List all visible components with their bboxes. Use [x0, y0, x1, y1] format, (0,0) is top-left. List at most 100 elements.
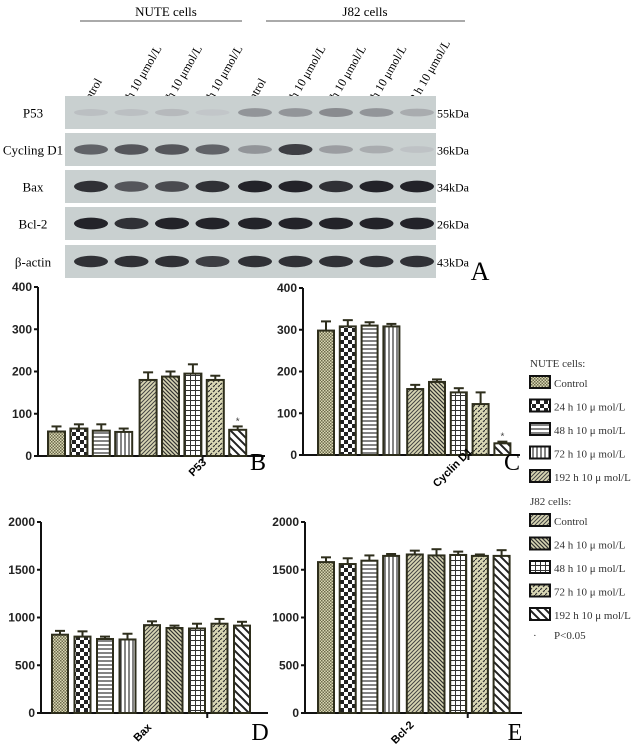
panel-label: E	[508, 720, 523, 746]
nute-cells-header: NUTE cells	[135, 4, 197, 19]
bar	[406, 388, 425, 456]
legend-swatch	[529, 560, 551, 574]
legend: NUTE cells: Control 24 h 10 μ mol/L 48 h 10…	[529, 358, 631, 642]
molecular-weight-label: 26kDa	[437, 218, 470, 232]
bar	[338, 325, 357, 456]
blot-band	[74, 109, 108, 116]
legend-swatch	[529, 469, 551, 483]
legend-item: 48 h 10 μ mol/L	[529, 560, 626, 575]
legend-group-j82: J82 cells: Control 24 h 10 μ mol/L 48 h 10 …	[529, 496, 631, 622]
bar	[118, 638, 137, 715]
blot-band	[400, 146, 434, 153]
legend-label: 72 h 10 μ mol/L	[554, 449, 626, 461]
y-tick-label: 500	[279, 658, 299, 672]
bar	[405, 553, 424, 714]
blot-band	[359, 108, 394, 117]
significance-marker: *	[236, 416, 240, 427]
bar-chart-e: 0 500 1000 1500 2000 Bcl-2 E	[272, 515, 522, 747]
western-blot-panel: NUTE cells J82 cells Control 24 h 10 μmol…	[3, 4, 490, 286]
bar	[317, 561, 335, 714]
bar	[165, 627, 184, 715]
bar	[449, 553, 468, 715]
molecular-weight-label: 34kDa	[437, 181, 470, 195]
blot-band	[278, 108, 313, 117]
blot-band	[238, 217, 272, 230]
y-tick-label: 200	[12, 365, 32, 379]
legend-label: 48 h 10 μ mol/L	[554, 425, 626, 437]
blot-band	[238, 108, 272, 117]
legend-item: 192 h 10 μ mol/L	[529, 607, 631, 622]
legend-label: 24 h 10 μ mol/L	[554, 540, 626, 552]
blot-band	[238, 255, 272, 268]
legend-label: Control	[554, 378, 588, 390]
protein-label: P53	[23, 106, 43, 121]
legend-group-title: NUTE cells:	[530, 358, 585, 370]
bar	[188, 627, 206, 714]
j82-cells-header: J82 cells	[342, 4, 387, 19]
bar	[360, 324, 379, 457]
y-tick-label: 0	[28, 706, 35, 720]
significance-marker: *	[500, 432, 504, 443]
bar-chart-b: 0 100 200 300 400 * P53 B	[12, 280, 266, 479]
blot-band	[319, 145, 353, 154]
blot-band	[155, 255, 189, 268]
blot-band	[195, 180, 230, 193]
blot-band	[359, 180, 394, 193]
blot-band	[114, 109, 149, 116]
protein-label: Bcl-2	[19, 217, 48, 232]
y-tick-label: 1500	[8, 563, 35, 577]
legend-item: 72 h 10 μ mol/L	[529, 583, 626, 599]
blot-band	[155, 217, 189, 230]
legend-significance: · P<0.05	[533, 630, 586, 642]
blot-band	[155, 108, 189, 117]
blot-band	[400, 255, 434, 268]
bar	[427, 554, 446, 714]
y-tick-label: 2000	[8, 515, 35, 529]
panel-label-a: A	[471, 257, 490, 286]
legend-label: 192 h 10 μ mol/L	[554, 472, 631, 484]
y-tick-label: 100	[277, 406, 297, 420]
blot-row-bcl-2: Bcl-2 26kDa	[19, 207, 470, 240]
y-tick-label: 400	[12, 280, 32, 294]
blot-band	[319, 180, 353, 193]
bar	[360, 559, 379, 714]
blot-band	[114, 144, 149, 155]
blot-row-bax: Bax 34kDa	[23, 170, 470, 203]
y-tick-label: 1000	[8, 611, 35, 625]
blot-band	[74, 255, 108, 268]
blot-band	[74, 217, 108, 230]
molecular-weight-label: 36kDa	[437, 144, 470, 158]
legend-label: 48 h 10 μ mol/L	[554, 563, 626, 575]
legend-item: 192 h 10 μ mol/L	[529, 469, 631, 484]
blot-band	[319, 217, 353, 230]
bar	[210, 622, 229, 715]
legend-group-title: J82 cells:	[530, 496, 571, 508]
blot-band	[278, 143, 313, 156]
blot-band	[74, 180, 108, 193]
y-tick-label: 0	[292, 706, 299, 720]
bar	[91, 429, 111, 457]
bar	[382, 554, 401, 715]
y-tick-label: 2000	[272, 515, 299, 529]
legend-swatch	[529, 422, 551, 436]
x-axis-label: Bcl-2	[389, 719, 417, 747]
legend-swatch	[529, 375, 551, 389]
blot-band	[155, 144, 189, 155]
blot-band	[195, 217, 230, 230]
bar	[161, 375, 180, 458]
legend-item: Control	[529, 375, 588, 390]
y-tick-label: 0	[290, 448, 297, 462]
bar	[183, 372, 203, 457]
y-tick-label: 1500	[272, 563, 299, 577]
legend-label: 72 h 10 μ mol/L	[554, 587, 626, 599]
y-tick-label: 300	[277, 323, 297, 337]
bar	[114, 430, 134, 458]
legend-label: 24 h 10 μ mol/L	[554, 402, 626, 414]
blot-row-p53: P53 55kDa	[23, 96, 470, 129]
panel-label: D	[251, 720, 268, 746]
x-axis-label: Bax	[131, 721, 154, 744]
blot-band	[195, 255, 230, 268]
y-tick-label: 1000	[272, 611, 299, 625]
bar	[470, 554, 489, 715]
